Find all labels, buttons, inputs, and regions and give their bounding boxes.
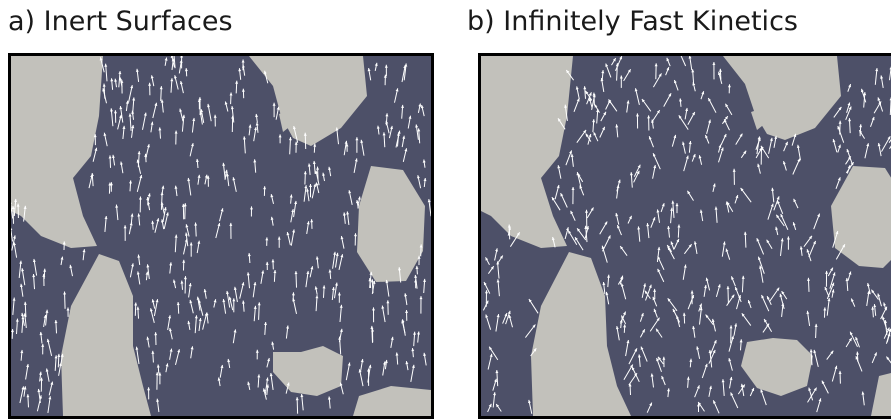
grain-top-center [723, 56, 841, 140]
grain-bottom-left [531, 252, 631, 416]
grain-bottom-right [871, 372, 891, 416]
grain-bottom-left [61, 254, 151, 416]
panel-b-title: b) Infinitely Fast Kinetics [467, 6, 798, 38]
panel-b-field [481, 56, 891, 416]
panel-a-field [11, 56, 431, 416]
panel-a-title: a) Inert Surfaces [8, 6, 233, 38]
grain-bottom-center [273, 346, 343, 396]
panel-fast-kinetics [478, 53, 891, 419]
solid-grains [11, 56, 431, 416]
grain-left-top [11, 56, 103, 248]
grain-bottom-right [353, 386, 431, 416]
grain-top-center [249, 56, 367, 146]
grain-right [357, 166, 425, 282]
grain-left-top [481, 56, 573, 248]
panel-inert-surfaces [8, 53, 434, 419]
grain-bottom-center [741, 338, 813, 396]
